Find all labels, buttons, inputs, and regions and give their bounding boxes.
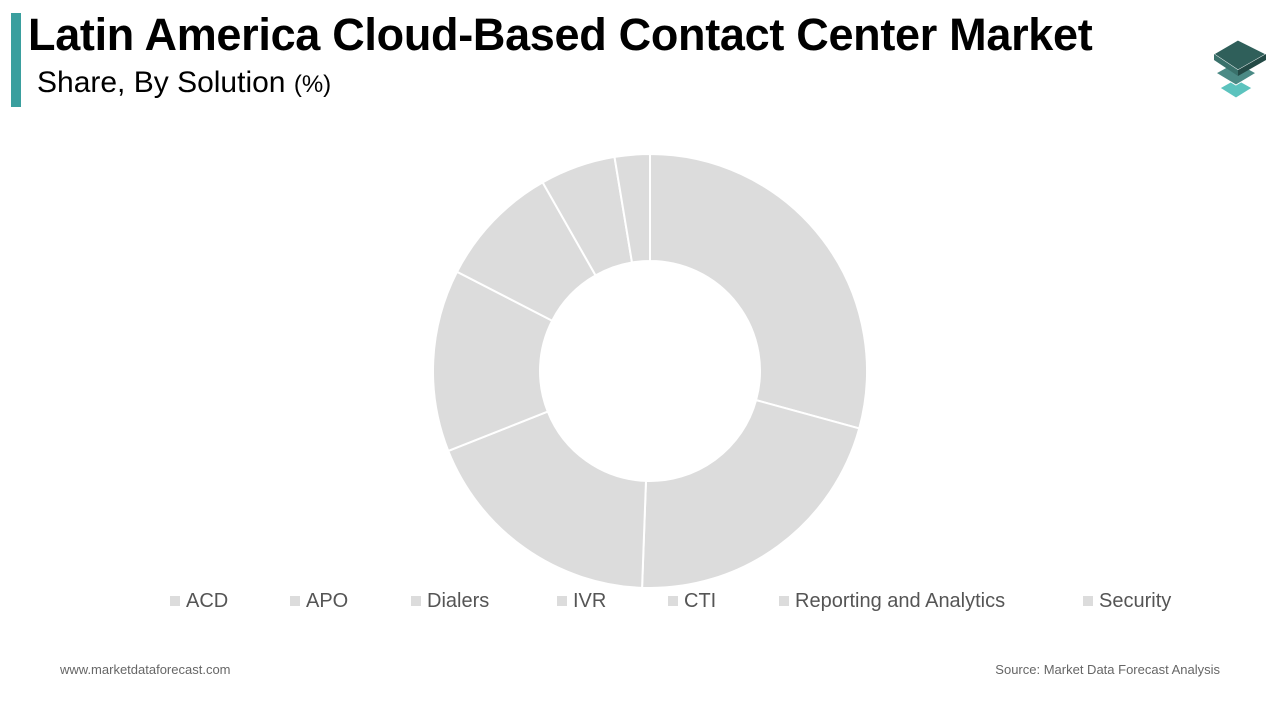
legend-label: Security: [1099, 590, 1172, 612]
legend-item: APO: [290, 588, 348, 614]
legend-swatch: [170, 596, 180, 606]
stacked-layers-icon: [1213, 39, 1268, 99]
legend-label: IVR: [573, 590, 607, 612]
legend-item: Security: [1083, 588, 1171, 614]
donut-slice-apo: [641, 398, 861, 589]
legend-swatch: [779, 596, 789, 606]
legend-label: APO: [306, 590, 349, 612]
legend-label: Dialers: [427, 590, 490, 612]
legend-item: CTI: [668, 588, 716, 614]
legend-item: Reporting and Analytics: [779, 588, 1005, 614]
subtitle-unit: (%): [293, 71, 332, 98]
legend-swatch: [1083, 596, 1093, 606]
source-footer: Source: Market Data Forecast Analysis: [995, 662, 1220, 677]
legend-item: IVR: [557, 588, 606, 614]
legend-swatch: [411, 596, 421, 606]
donut-slice-security: [613, 152, 651, 264]
donut-slice-acd: [649, 152, 868, 430]
legend-label: Reporting and Analytics: [795, 590, 1006, 612]
legend-swatch: [668, 596, 678, 606]
website-footer: www.marketdataforecast.com: [60, 662, 231, 677]
donut-slice-ivr: [432, 270, 554, 453]
page-title: Latin America Cloud-Based Contact Center…: [28, 9, 1093, 60]
title-accent-bar: [11, 13, 21, 107]
page-subtitle: Share, By Solution (%): [37, 64, 331, 104]
legend-swatch: [290, 596, 300, 606]
donut-chart: [432, 152, 868, 589]
legend-label: ACD: [186, 590, 229, 612]
donut-slice-dialers: [446, 410, 648, 589]
legend-item: Dialers: [411, 588, 489, 614]
legend-swatch: [557, 596, 567, 606]
legend-item: ACD: [170, 588, 228, 614]
legend-label: CTI: [684, 590, 717, 612]
chart-legend: ACD APO Dialers IVR CTI Reporting and Analyti…: [0, 588, 1280, 614]
subtitle-text: Share, By Solution: [37, 66, 286, 99]
